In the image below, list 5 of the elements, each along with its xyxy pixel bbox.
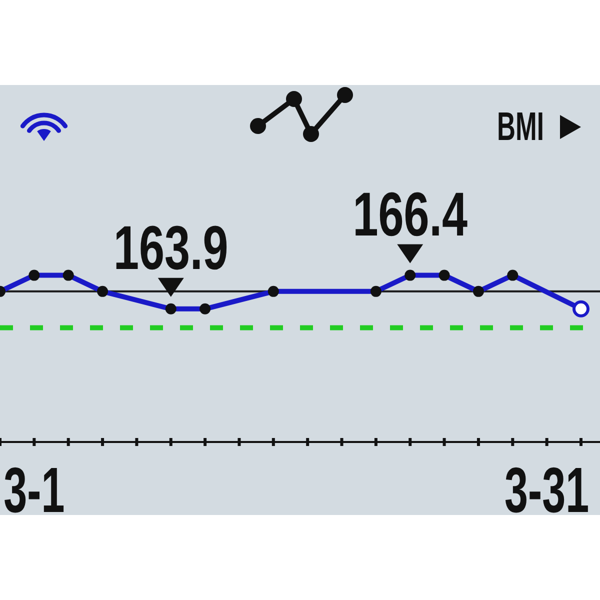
x-tick-label: 3-1 <box>4 455 65 526</box>
x-tick-label: 3-31 <box>504 455 590 526</box>
data-label: 163.9 <box>113 213 228 283</box>
data-label: 166.4 <box>352 180 468 249</box>
text: BMI <box>497 105 544 149</box>
